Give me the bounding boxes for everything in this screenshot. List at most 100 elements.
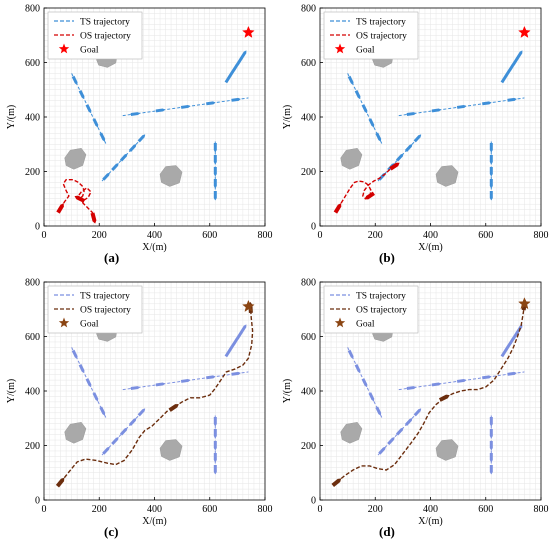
legend-goal-label: Goal xyxy=(80,46,99,56)
ts-ship-marker xyxy=(489,179,493,189)
ts-ship-marker xyxy=(71,349,78,359)
ts-ship-marker xyxy=(489,191,493,201)
ts-ship-marker xyxy=(482,375,492,380)
ts-ship-marker xyxy=(78,363,85,374)
ts-ship-marker xyxy=(119,427,128,436)
ts-ship-marker xyxy=(482,101,492,106)
ts-ship-marker xyxy=(92,392,99,402)
legend-goal-label: Goal xyxy=(356,46,375,56)
ts-ship-marker xyxy=(347,349,354,359)
ts-trajectory-line xyxy=(398,97,525,117)
ts-ship-marker xyxy=(232,62,239,72)
panel-caption-d: (d) xyxy=(379,524,395,539)
legend-ts-label: TS trajectory xyxy=(80,292,130,302)
ts-ship-marker xyxy=(128,418,137,427)
ts-ship-marker xyxy=(504,68,511,78)
x-tick-label: 600 xyxy=(478,230,493,241)
x-tick-label: 0 xyxy=(42,230,47,241)
ts-ship-marker xyxy=(111,163,119,172)
ts-ship-marker xyxy=(512,56,519,66)
ts-ship-marker xyxy=(85,378,92,388)
legend-ts-label: TS trajectory xyxy=(356,292,406,302)
x-tick-label: 0 xyxy=(318,504,323,515)
y-tick-label: 200 xyxy=(25,441,40,452)
ts-ship-marker xyxy=(231,371,241,376)
legend-ts-label: TS trajectory xyxy=(356,18,406,28)
x-tick-label: 200 xyxy=(368,230,383,241)
os-ship-marker xyxy=(389,162,400,171)
y-tick-label: 0 xyxy=(35,222,40,233)
ts-ship-marker xyxy=(354,89,361,100)
ts-ship-marker xyxy=(232,336,239,346)
ts-ship-marker xyxy=(508,62,515,72)
ts-ship-marker xyxy=(231,97,241,102)
ts-ship-marker xyxy=(85,104,92,114)
ts-ship-marker xyxy=(489,465,493,475)
goal-star-icon xyxy=(518,297,531,310)
ts-ship-marker xyxy=(508,336,515,346)
ts-ship-marker xyxy=(213,143,217,153)
x-tick-label: 600 xyxy=(202,504,217,515)
y-tick-label: 800 xyxy=(301,4,316,15)
goal-star-icon xyxy=(518,25,531,38)
ts-ship-marker xyxy=(213,417,217,427)
y-tick-label: 200 xyxy=(25,167,40,178)
y-tick-label: 400 xyxy=(301,387,316,398)
y-tick-label: 600 xyxy=(301,58,316,69)
ts-ship-marker xyxy=(387,437,395,446)
y-axis-label: Y/(m) xyxy=(282,105,293,129)
panel-caption-c: (c) xyxy=(104,524,119,539)
obstacle xyxy=(159,165,183,187)
ts-trajectory-line xyxy=(71,347,107,419)
y-axis-label: Y/(m) xyxy=(6,379,17,403)
ts-ship-marker xyxy=(361,378,368,388)
ts-ship-marker xyxy=(512,330,519,340)
ts-ship-marker xyxy=(516,50,523,60)
ts-ship-marker xyxy=(489,453,493,463)
ts-ship-marker xyxy=(395,153,404,162)
y-tick-label: 600 xyxy=(25,332,40,343)
ts-ship-marker xyxy=(489,143,493,153)
ts-ship-marker xyxy=(128,144,137,153)
ts-ship-marker xyxy=(224,348,232,358)
obstacle xyxy=(340,422,363,444)
ts-ship-marker xyxy=(489,417,493,427)
ts-ship-marker xyxy=(354,363,361,374)
ts-ship-marker xyxy=(378,446,386,455)
panel-a: 0 200 400 600 800 0 200 400 600 800 X/(m) Y/(m) TS t… xyxy=(6,4,273,254)
os-ship-marker xyxy=(56,203,64,214)
ts-ship-marker xyxy=(236,56,243,66)
x-tick-label: 0 xyxy=(318,230,323,241)
y-tick-label: 600 xyxy=(301,332,316,343)
ts-ship-marker xyxy=(180,378,191,383)
x-tick-label: 400 xyxy=(147,504,162,515)
ts-ship-marker xyxy=(130,112,141,117)
ts-ship-marker xyxy=(431,108,442,113)
y-tick-label: 400 xyxy=(301,113,316,124)
ts-ship-marker xyxy=(213,429,217,439)
obstacle xyxy=(340,148,363,170)
ts-ship-marker xyxy=(347,75,354,85)
ts-ship-marker xyxy=(456,104,467,109)
ts-ship-marker xyxy=(213,155,217,165)
ts-ship-marker xyxy=(99,406,106,416)
panel-b: 0 200 400 600 800 0 200 400 600 800 X/(m) Y/(m) TS t… xyxy=(282,4,549,254)
goal-star-icon xyxy=(242,25,255,38)
x-axis-label: X/(m) xyxy=(142,242,166,253)
os-ship-marker xyxy=(74,195,86,203)
obstacle xyxy=(435,165,459,187)
ts-ship-marker xyxy=(406,112,417,117)
ts-ship-marker xyxy=(489,167,493,177)
os-trajectory-line xyxy=(60,178,95,218)
os-ship-marker xyxy=(55,477,65,488)
legend-os-label: OS trajectory xyxy=(356,32,407,42)
ts-ship-marker xyxy=(99,132,106,142)
ts-ship-marker xyxy=(206,375,216,380)
ts-ship-marker xyxy=(489,429,493,439)
ts-ship-marker xyxy=(375,406,382,416)
x-tick-label: 400 xyxy=(147,230,162,241)
ts-ship-marker xyxy=(228,342,235,352)
obstacle xyxy=(64,148,87,170)
panel-caption-b: (b) xyxy=(379,250,395,265)
panel-caption-a: (a) xyxy=(104,250,120,265)
